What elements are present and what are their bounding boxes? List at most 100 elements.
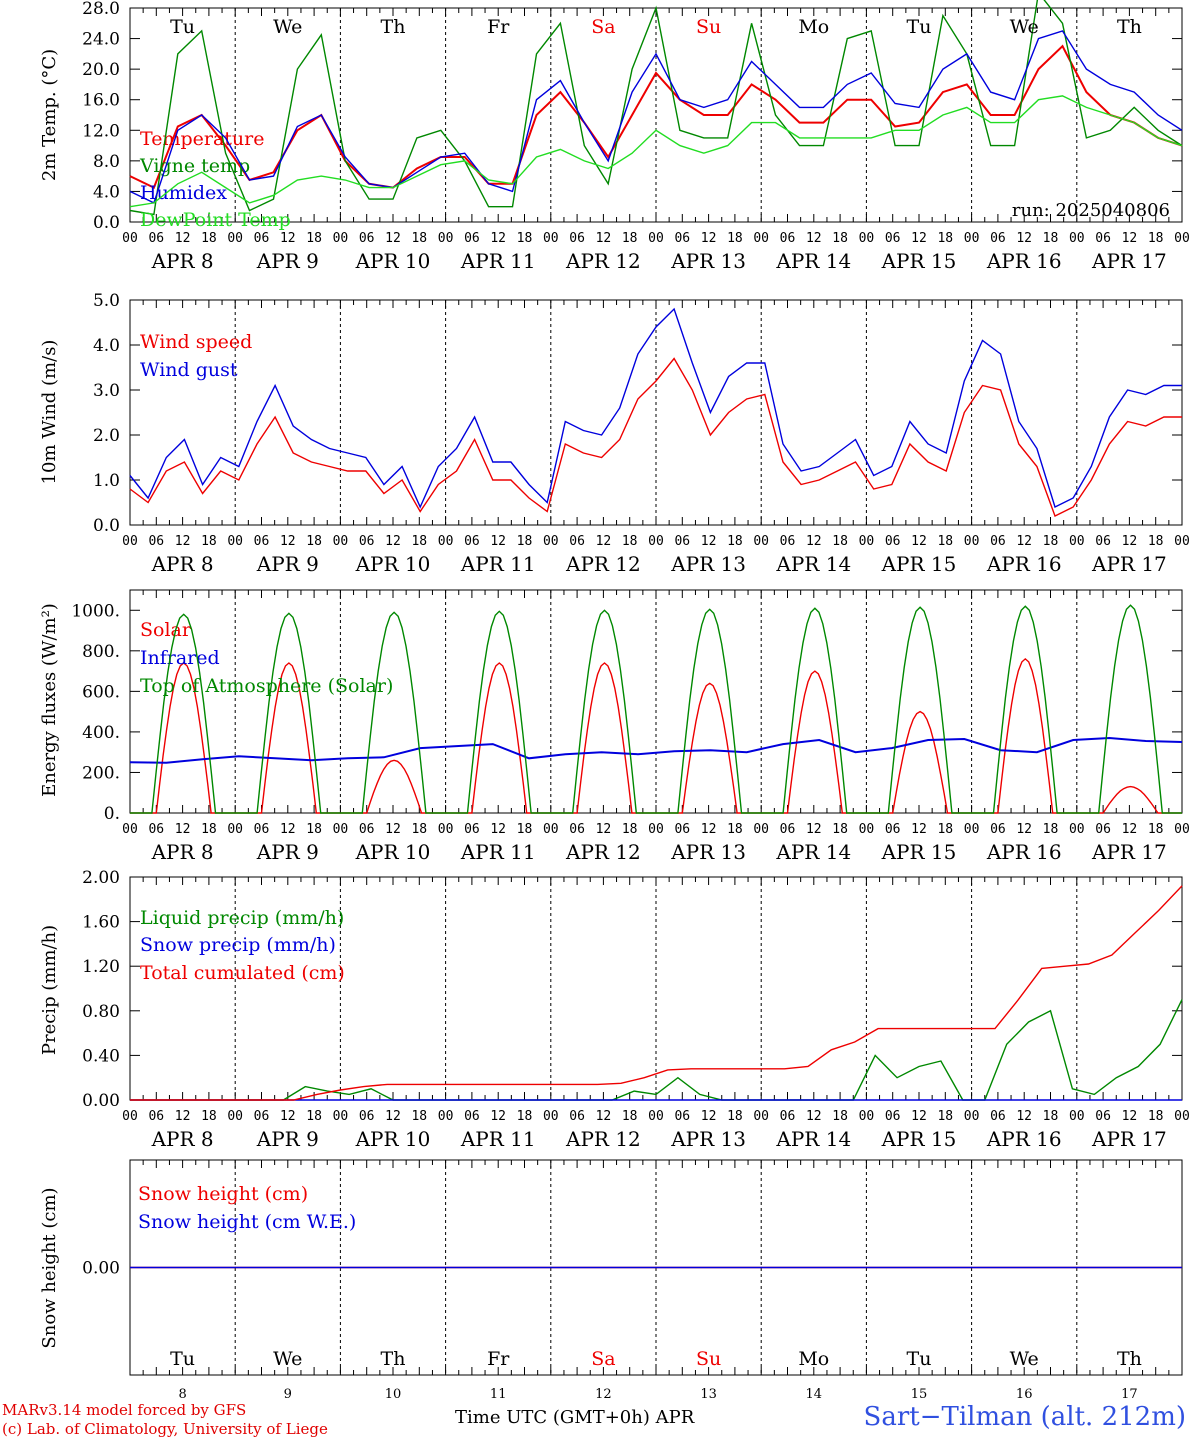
hour-tick-label: 12 <box>490 822 506 837</box>
hour-tick-label: 12 <box>385 1109 401 1124</box>
hour-tick-label: 06 <box>569 534 585 549</box>
day-abbr-label: Mo <box>798 16 829 38</box>
hour-tick-label: 06 <box>464 534 480 549</box>
day-number-label: 16 <box>1016 1387 1033 1400</box>
hour-tick-label: 12 <box>806 231 822 246</box>
series-line-1-0 <box>129 357 1182 517</box>
hour-tick-label: 06 <box>569 822 585 837</box>
hour-tick-label: 06 <box>885 1109 901 1124</box>
series-line-1-1 <box>129 307 1182 509</box>
y-tick-label: 0.00 <box>82 1091 120 1111</box>
station-name: Sart−Tilman (alt. 212m) <box>863 1402 1186 1432</box>
series-line-2-1 <box>129 736 1183 764</box>
hour-tick-label: 00 <box>543 231 559 246</box>
date-label: APR 17 <box>1091 1127 1167 1151</box>
date-label: APR 8 <box>151 840 214 864</box>
date-label: APR 16 <box>986 840 1062 864</box>
y-tick-label: 1.60 <box>82 913 120 933</box>
day-abbr-label: Sa <box>591 16 615 38</box>
series-line-3-2 <box>130 885 1183 1101</box>
series-line-0-3 <box>129 95 1183 208</box>
date-label: APR 8 <box>151 249 214 273</box>
hour-tick-label: 06 <box>464 231 480 246</box>
hour-tick-label: 00 <box>438 534 454 549</box>
hour-tick-label: 06 <box>1095 822 1111 837</box>
panel-frame-2 <box>129 589 1183 814</box>
hour-tick-label: 12 <box>385 822 401 837</box>
date-label: APR 13 <box>670 249 746 273</box>
hour-tick-label: 00 <box>753 1109 769 1124</box>
hour-tick-label: 18 <box>517 231 533 246</box>
hour-tick-label: 18 <box>727 1109 743 1124</box>
day-abbr-label: Th <box>1117 1348 1142 1370</box>
legend-entry: Total cumulated (cm) <box>140 962 345 984</box>
hour-tick-label: 00 <box>1069 534 1085 549</box>
y-tick-label: 400. <box>82 723 120 743</box>
hour-tick-label: 06 <box>148 822 164 837</box>
date-label: APR 8 <box>151 552 214 576</box>
hour-tick-label: 00 <box>543 822 559 837</box>
hour-tick-label: 06 <box>1095 1109 1111 1124</box>
date-label: APR 9 <box>256 840 319 864</box>
hour-tick-label: 00 <box>122 534 138 549</box>
legend-entry: Snow height (cm W.E.) <box>138 1211 356 1233</box>
hour-tick-label: 18 <box>1043 534 1059 549</box>
y-axis-title: Precip (mm/h) <box>39 925 60 1055</box>
hour-tick-label: 06 <box>254 231 270 246</box>
y-tick-label: 8.0 <box>93 152 120 172</box>
hour-tick-label: 00 <box>1174 1109 1190 1124</box>
hour-tick-label: 12 <box>911 1109 927 1124</box>
hour-tick-label: 12 <box>806 1109 822 1124</box>
day-abbr-label: Fr <box>487 1348 510 1370</box>
hour-tick-label: 12 <box>806 534 822 549</box>
hour-tick-label: 12 <box>385 231 401 246</box>
hour-tick-label: 18 <box>1148 231 1164 246</box>
legend-entry: Snow precip (mm/h) <box>140 934 336 956</box>
hour-tick-label: 00 <box>859 822 875 837</box>
hour-tick-label: 06 <box>780 822 796 837</box>
footer-credits: MARv3.14 model forced by GFS (c) Lab. of… <box>2 1401 328 1439</box>
hour-tick-label: 06 <box>359 822 375 837</box>
hour-tick-label: 12 <box>596 231 612 246</box>
hour-tick-label: 00 <box>648 1109 664 1124</box>
hour-tick-label: 18 <box>622 822 638 837</box>
hour-tick-label: 12 <box>1122 822 1138 837</box>
y-tick-label: 2.00 <box>82 868 120 888</box>
date-label: APR 10 <box>355 840 431 864</box>
run-annotation: run: 2025040806 <box>1012 200 1170 221</box>
hour-tick-label: 06 <box>780 1109 796 1124</box>
day-abbr-label: We <box>1010 1348 1039 1370</box>
series-line-2-2 <box>130 604 1182 814</box>
legend-entry: Wind speed <box>140 331 252 353</box>
hour-tick-label: 18 <box>1043 1109 1059 1124</box>
hour-tick-label: 06 <box>674 231 690 246</box>
hour-tick-label: 00 <box>333 231 349 246</box>
date-label: APR 11 <box>460 1127 536 1151</box>
y-tick-label: 4.0 <box>93 336 120 356</box>
hour-tick-label: 18 <box>622 231 638 246</box>
hour-tick-label: 12 <box>175 231 191 246</box>
y-axis-title: 2m Temp. (°C) <box>39 49 60 181</box>
day-number-label: 11 <box>490 1387 507 1400</box>
hour-tick-label: 18 <box>622 534 638 549</box>
day-abbr-label: We <box>1010 16 1039 38</box>
hour-tick-label: 12 <box>701 822 717 837</box>
hour-tick-label: 12 <box>1016 822 1032 837</box>
date-label: APR 12 <box>565 552 641 576</box>
hour-tick-label: 06 <box>885 231 901 246</box>
hour-tick-label: 18 <box>1148 534 1164 549</box>
date-label: APR 12 <box>565 840 641 864</box>
hour-tick-label: 18 <box>832 822 848 837</box>
hour-tick-label: 06 <box>359 1109 375 1124</box>
y-tick-label: 800. <box>82 642 120 662</box>
date-label: APR 17 <box>1091 552 1167 576</box>
y-axis-title: 10m Wind (m/s) <box>39 340 60 485</box>
date-label: APR 8 <box>151 1127 214 1151</box>
legend-entry: DewPoint Temp <box>140 209 291 231</box>
day-abbr-label: Th <box>381 16 406 38</box>
hour-tick-label: 00 <box>227 534 243 549</box>
day-abbr-label: Su <box>696 1348 721 1370</box>
hour-tick-label: 06 <box>148 534 164 549</box>
hour-tick-label: 18 <box>622 1109 638 1124</box>
y-tick-label: 5.0 <box>93 291 120 311</box>
